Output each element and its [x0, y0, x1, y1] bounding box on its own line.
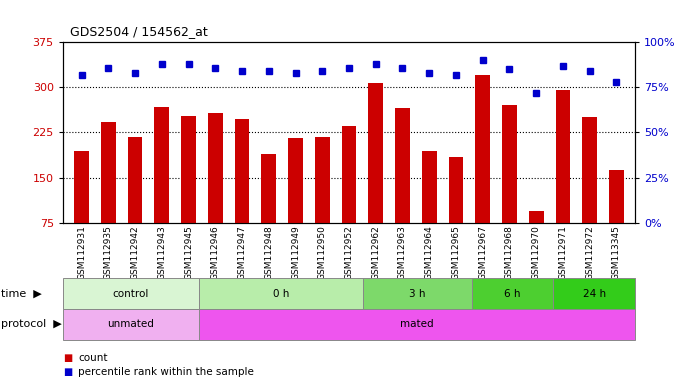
Text: ■: ■ — [63, 353, 72, 363]
Bar — [315, 137, 329, 268]
Bar — [475, 75, 490, 268]
Bar — [74, 151, 89, 268]
Text: 6 h: 6 h — [504, 289, 521, 299]
Text: mated: mated — [401, 319, 434, 329]
Bar — [472, 278, 554, 309]
Bar — [422, 151, 436, 268]
Bar — [154, 107, 169, 268]
Text: percentile rank within the sample: percentile rank within the sample — [78, 367, 254, 377]
Bar — [199, 309, 635, 340]
Text: ■: ■ — [63, 367, 72, 377]
Bar — [609, 170, 624, 268]
Text: 3 h: 3 h — [409, 289, 425, 299]
Text: 0 h: 0 h — [273, 289, 289, 299]
Bar — [556, 90, 570, 268]
Text: count: count — [78, 353, 107, 363]
Text: GDS2504 / 154562_at: GDS2504 / 154562_at — [70, 25, 207, 38]
Bar — [101, 122, 116, 268]
Bar — [395, 108, 410, 268]
Bar — [63, 278, 199, 309]
Text: unmated: unmated — [107, 319, 154, 329]
Bar — [208, 113, 223, 268]
Bar — [341, 126, 357, 268]
Bar — [554, 278, 635, 309]
Bar — [63, 309, 199, 340]
Bar — [128, 137, 142, 268]
Bar — [288, 139, 303, 268]
Text: control: control — [113, 289, 149, 299]
Bar — [235, 119, 249, 268]
Bar — [363, 278, 472, 309]
Bar — [369, 83, 383, 268]
Bar — [449, 157, 463, 268]
Text: protocol  ▶: protocol ▶ — [1, 319, 61, 329]
Bar — [181, 116, 196, 268]
Bar — [502, 106, 517, 268]
Text: time  ▶: time ▶ — [1, 289, 41, 299]
Bar — [262, 154, 276, 268]
Bar — [199, 278, 363, 309]
Bar — [582, 118, 597, 268]
Bar — [529, 211, 544, 268]
Text: 24 h: 24 h — [583, 289, 606, 299]
